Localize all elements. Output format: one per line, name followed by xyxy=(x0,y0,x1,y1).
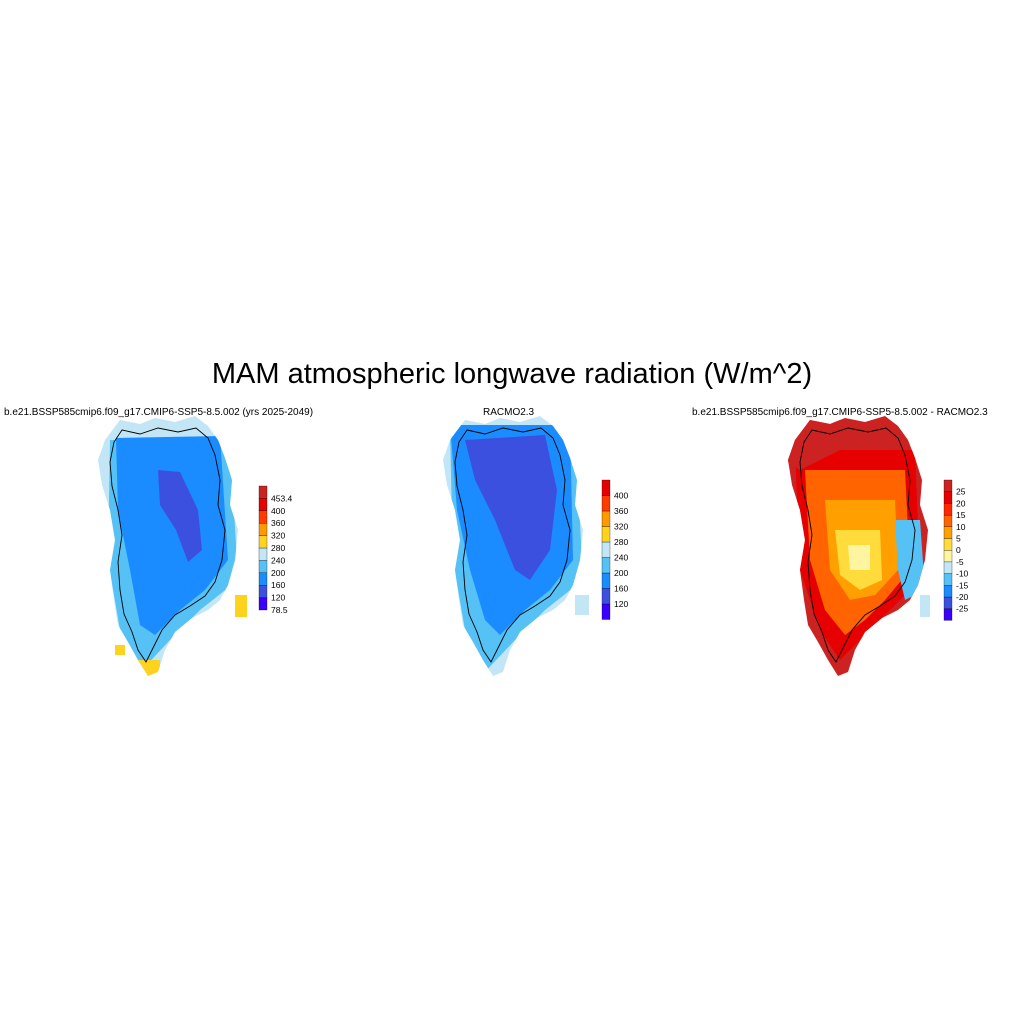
colorbar-swatch xyxy=(943,550,953,563)
colorbar-swatch xyxy=(943,596,953,609)
colorbar-swatch xyxy=(258,535,268,549)
colorbar-tick-label: 200 xyxy=(614,568,628,578)
map-field xyxy=(98,416,238,676)
colorbar-tick-label: 400 xyxy=(271,506,285,516)
colorbar-tick-label: 160 xyxy=(271,580,285,590)
panel-3-map xyxy=(788,416,930,676)
colorbar-tick-label: 360 xyxy=(271,518,285,528)
colorbar-tick-label: 5 xyxy=(956,534,961,544)
panel-1-colorbar: 78.5 120 160 200 240 280 320 360 400 453.4 xyxy=(258,485,293,615)
colorbar-tick-label: 280 xyxy=(271,543,285,553)
colorbar-tick-label: 400 xyxy=(614,491,628,501)
colorbar-swatch xyxy=(943,538,953,551)
colorbar-tick-label: -15 xyxy=(956,580,969,590)
colorbar-tick-label: -25 xyxy=(956,604,969,614)
colorbar-swatch xyxy=(258,498,268,511)
colorbar-tick-label: 160 xyxy=(614,584,628,594)
colorbar-swatch xyxy=(258,585,268,598)
colorbar-tick-label: 320 xyxy=(271,531,285,541)
field-island xyxy=(235,595,247,617)
colorbar-tick-label: 20 xyxy=(956,498,966,508)
colorbar-swatch xyxy=(943,585,953,598)
colorbar-swatch xyxy=(601,510,611,527)
colorbar-swatch xyxy=(601,495,611,512)
colorbar-tick-label: 15 xyxy=(956,510,966,520)
coastline xyxy=(109,427,226,663)
colorbar-tick-label: 240 xyxy=(271,555,285,565)
map-field xyxy=(443,416,583,676)
colorbar-swatch xyxy=(258,523,268,536)
field-island xyxy=(115,645,125,655)
colorbar-swatch xyxy=(258,560,268,573)
colorbar-swatch xyxy=(601,557,611,574)
colorbar-swatch xyxy=(943,561,953,574)
field-region xyxy=(135,660,160,676)
colorbar-swatch xyxy=(258,547,268,561)
colorbar-tick-label: 200 xyxy=(271,568,285,578)
colorbar-tick-label: 320 xyxy=(614,522,628,532)
field-region xyxy=(895,520,925,600)
colorbar-swatch xyxy=(943,479,953,492)
colorbar-swatch xyxy=(943,573,953,586)
colorbar-tick-label: -20 xyxy=(956,592,969,602)
panel-2-title: RACMO2.3 xyxy=(483,407,535,418)
colorbar-swatch xyxy=(601,603,611,620)
colorbar-swatch xyxy=(943,526,953,539)
field-region xyxy=(848,545,870,570)
field-region xyxy=(116,436,228,635)
colorbar-tick-label: 120 xyxy=(271,593,285,603)
colorbar-swatch xyxy=(601,541,611,558)
colorbar-swatch xyxy=(601,572,611,589)
colorbar-tick-label: -10 xyxy=(956,569,969,579)
colorbar-tick-label: 453.4 xyxy=(271,493,293,503)
colorbar-tick-label: 0 xyxy=(956,545,961,555)
colorbar-swatch xyxy=(601,588,611,605)
colorbar-swatch xyxy=(258,510,268,524)
colorbar-swatch xyxy=(943,491,953,504)
panel-3-title: b.e21.BSSP585cmip6.f09_g17.CMIP6-SSP5-8.… xyxy=(692,407,988,418)
colorbar-tick-label: 10 xyxy=(956,522,966,532)
panel-3-colorbar: -25 -20 -15-10 -5 05 10 15 2025 xyxy=(943,479,969,621)
colorbar-swatch xyxy=(943,503,953,516)
field-island xyxy=(575,595,589,615)
colorbar-swatch xyxy=(601,479,611,496)
colorbar-tick-label: 280 xyxy=(614,537,628,547)
panel-2-map xyxy=(443,416,589,676)
main-title: MAM atmospheric longwave radiation (W/m^… xyxy=(211,358,813,390)
colorbar-swatch xyxy=(943,608,953,621)
panel-1-title: b.e21.BSSP585cmip6.f09_g17.CMIP6-SSP5-8.… xyxy=(4,407,314,418)
colorbar-swatch xyxy=(258,572,268,586)
colorbar-tick-label: 360 xyxy=(614,506,628,516)
field-region xyxy=(465,435,557,580)
field-island xyxy=(920,595,930,617)
panel-2-colorbar: 120 160 200 240 280 320 360 400 xyxy=(601,479,628,620)
colorbar-tick-label: 25 xyxy=(956,487,966,497)
colorbar-swatch xyxy=(258,485,268,499)
coastline xyxy=(454,427,571,663)
colorbar-swatch xyxy=(601,526,611,543)
panel-1-map xyxy=(98,416,247,676)
colorbar-tick-label: 120 xyxy=(614,599,628,609)
coastline xyxy=(799,427,916,663)
colorbar-tick-label: 240 xyxy=(614,553,628,563)
field-region xyxy=(158,470,202,562)
colorbar-tick-label: -5 xyxy=(956,557,964,567)
colorbar-swatch xyxy=(258,597,268,611)
colorbar-swatch xyxy=(943,514,953,527)
colorbar-tick-label: 78.5 xyxy=(271,605,288,615)
